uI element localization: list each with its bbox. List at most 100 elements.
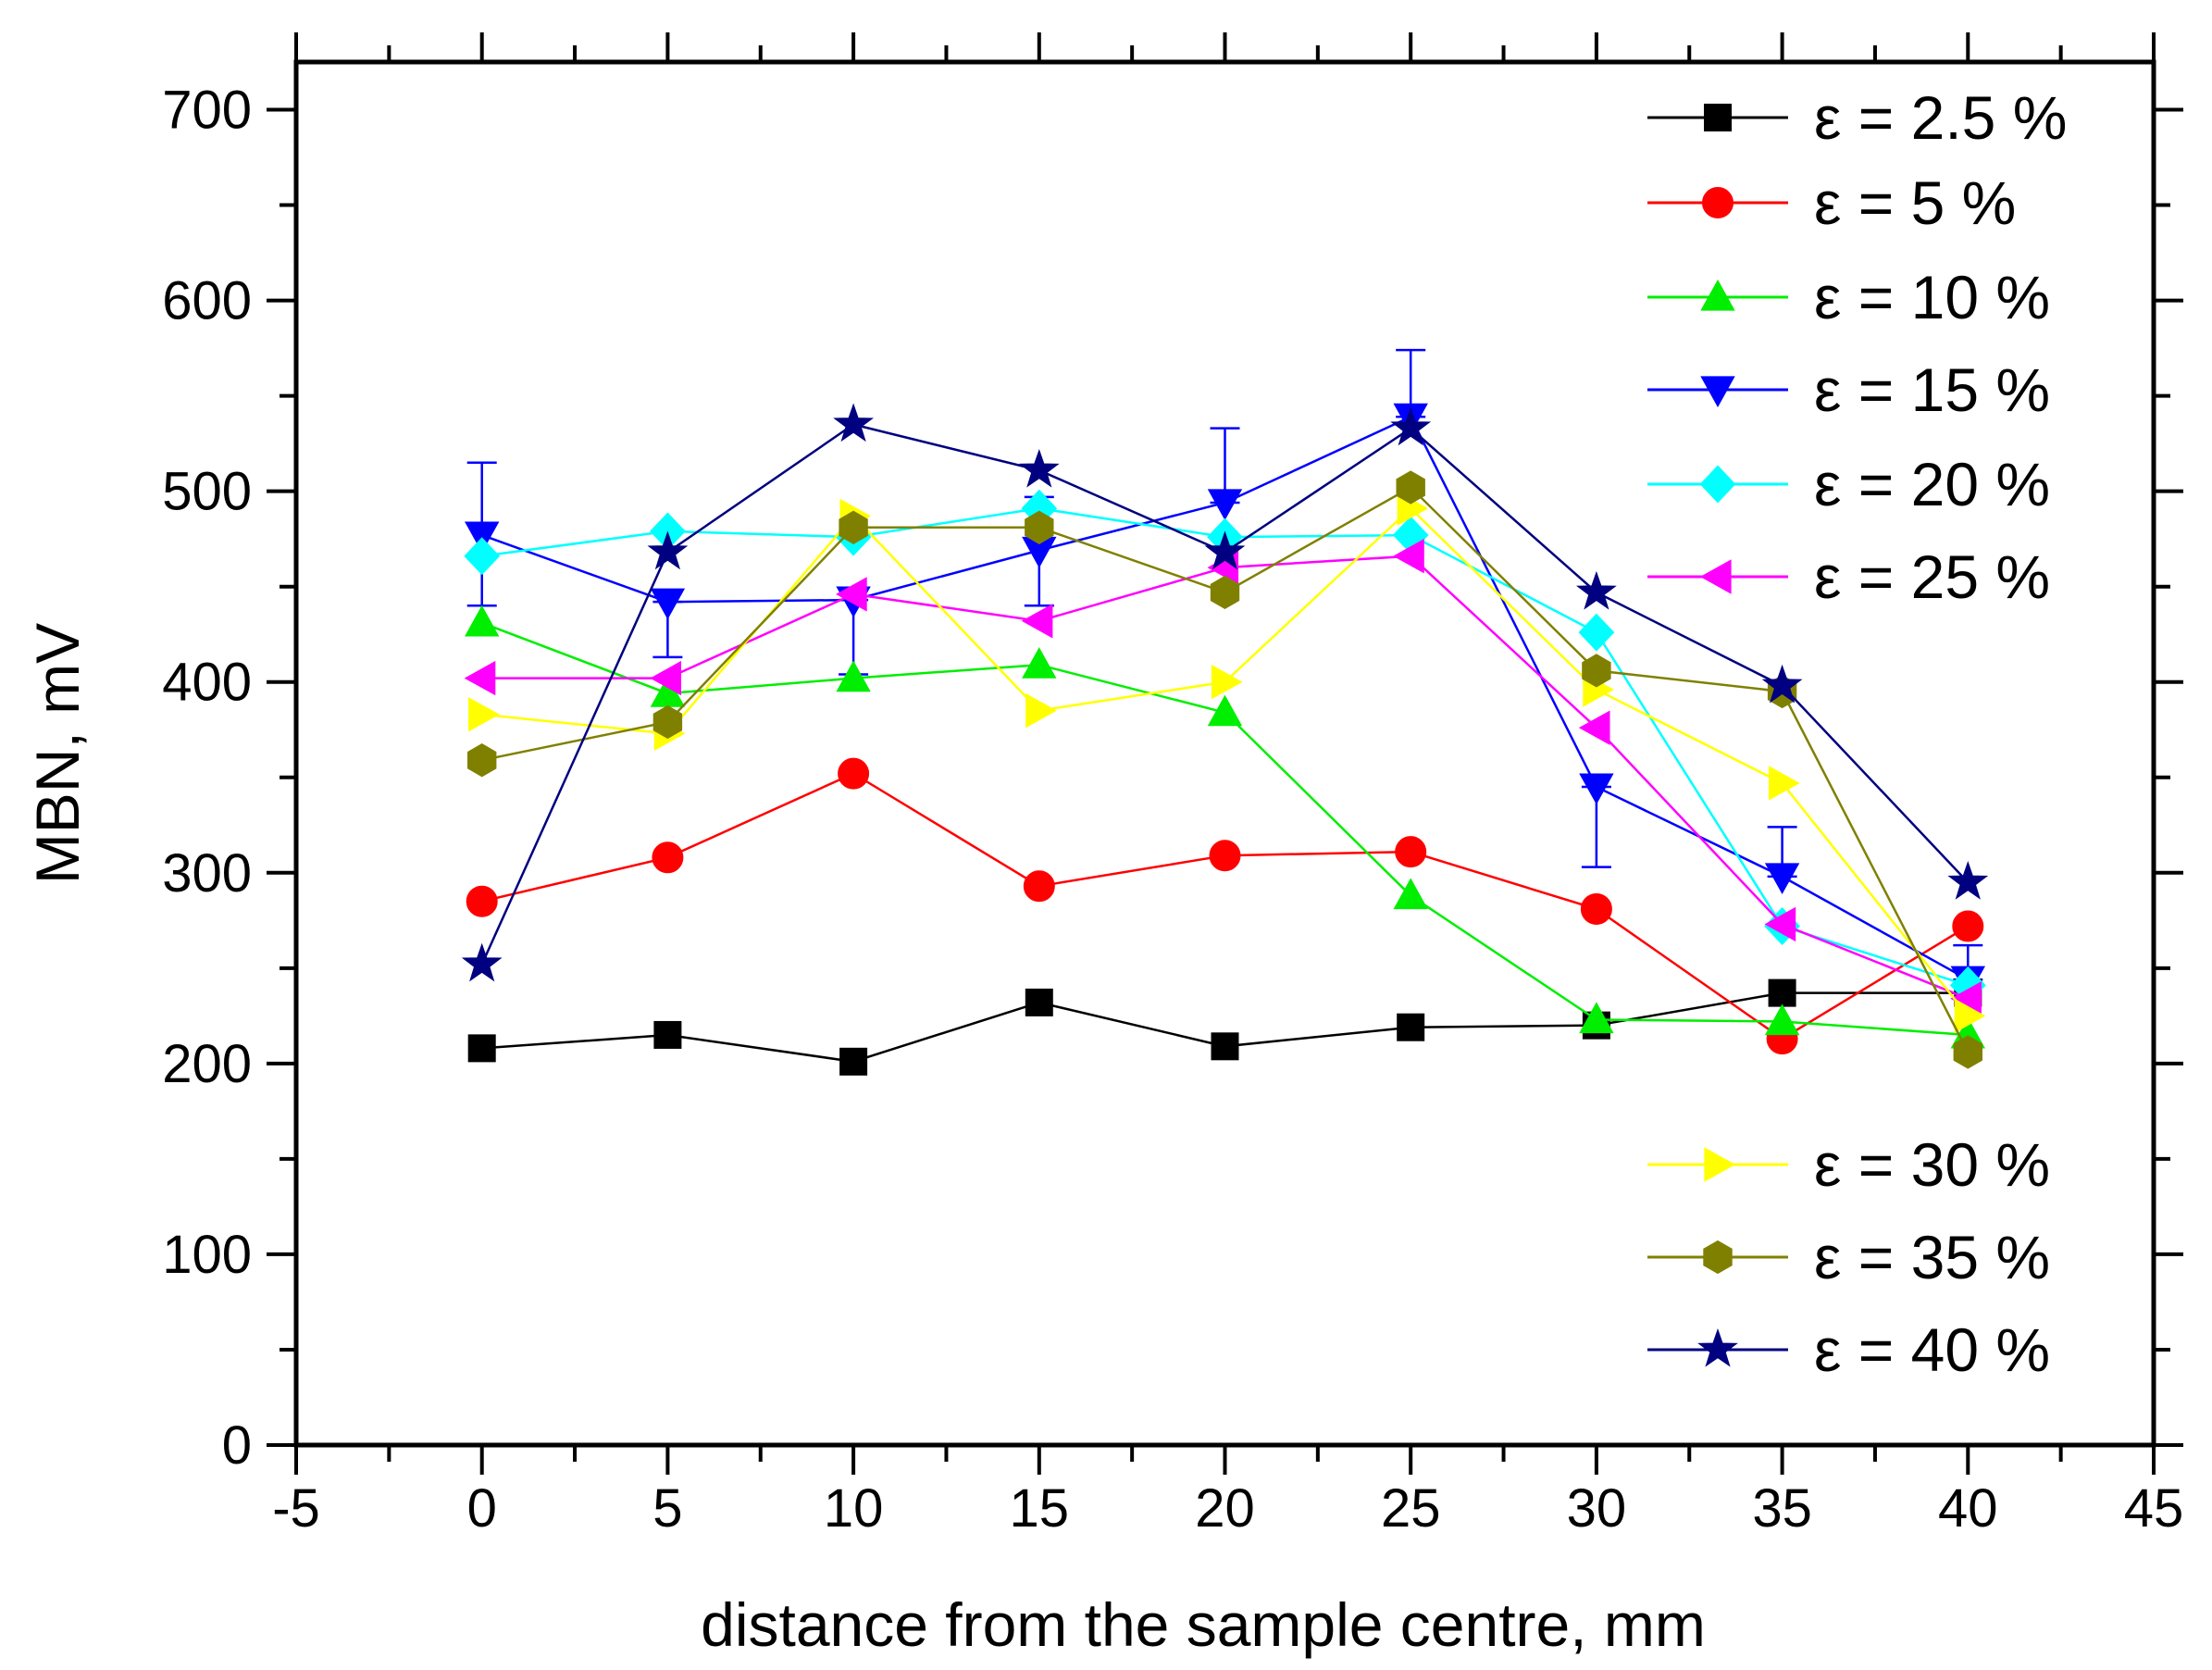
legend-marker <box>1699 559 1732 594</box>
data-point <box>1396 470 1425 505</box>
axis-ticks <box>267 32 2183 1475</box>
x-tick-label: 35 <box>1752 1478 1812 1539</box>
data-point <box>1023 870 1055 903</box>
legend-entry: ε = 35 % <box>1647 1223 2050 1291</box>
y-tick-labels: 0 100 200 300 400 500 600 700 <box>162 81 252 1476</box>
data-point <box>464 537 501 576</box>
legend-marker <box>1702 187 1734 218</box>
series-line <box>481 555 1969 1000</box>
series-6 <box>464 539 1982 1016</box>
data-point <box>1397 1013 1425 1041</box>
legend-label: ε = 40 % <box>1814 1315 2050 1384</box>
data-point <box>1393 878 1428 910</box>
data-point <box>653 1020 682 1049</box>
data-point <box>836 660 871 692</box>
legend-label: ε = 30 % <box>1814 1130 2050 1199</box>
legend-marker <box>1700 376 1735 408</box>
legend-marker <box>1699 465 1736 504</box>
data-point <box>1768 978 1796 1007</box>
data-point <box>1953 1035 1982 1069</box>
legend-marker <box>1700 279 1735 311</box>
data-point <box>652 704 683 740</box>
data-point <box>1390 406 1432 446</box>
data-point <box>1210 575 1240 610</box>
legend-entry: ε = 5 % <box>1647 168 2016 237</box>
data-point <box>461 942 503 982</box>
legend: ε = 2.5 % ε = 5 % ε = 10 % ε = 15 % ε = 20 %… <box>1647 83 2067 1384</box>
x-tick-label: 5 <box>652 1478 682 1539</box>
x-tick-label: 10 <box>824 1478 884 1539</box>
legend-marker <box>1697 1327 1738 1367</box>
legend-entry: ε = 20 % <box>1647 450 2050 518</box>
y-tick-label: 500 <box>162 462 252 522</box>
data-point <box>464 660 496 696</box>
data-point <box>465 521 500 554</box>
legend-label: ε = 10 % <box>1814 263 2050 331</box>
y-tick-label: 300 <box>162 843 252 904</box>
data-point <box>1209 840 1241 872</box>
data-point <box>1207 694 1243 727</box>
data-point <box>468 697 500 732</box>
legend-marker <box>1703 1240 1733 1275</box>
series-9 <box>461 403 1989 982</box>
data-point <box>467 1034 496 1063</box>
data-point <box>1582 654 1611 688</box>
data-point <box>1954 998 1986 1034</box>
data-point <box>1947 861 1989 900</box>
data-point <box>1764 863 1800 894</box>
x-tick-label: 40 <box>1938 1478 1998 1539</box>
legend-label: ε = 15 % <box>1814 355 2050 424</box>
data-point <box>1580 892 1612 925</box>
y-tick-label: 200 <box>162 1034 252 1094</box>
data-point <box>1393 539 1424 574</box>
data-point <box>1211 665 1243 700</box>
legend-entry: ε = 15 % <box>1647 355 2050 424</box>
data-point <box>1764 1003 1800 1036</box>
x-tick-label: 20 <box>1195 1478 1255 1539</box>
data-point <box>839 510 868 544</box>
x-tick-label: -5 <box>272 1478 320 1539</box>
data-point <box>1578 613 1615 652</box>
y-tick-label: 0 <box>222 1415 252 1476</box>
data-point <box>1021 604 1053 639</box>
data-point <box>839 1047 868 1076</box>
legend-entry: ε = 10 % <box>1647 263 2050 331</box>
data-point <box>1211 1032 1239 1061</box>
data-point <box>466 885 498 917</box>
data-point <box>1575 570 1617 610</box>
legend-label: ε = 25 % <box>1814 542 2050 611</box>
data-point <box>647 530 689 570</box>
legend-marker <box>1704 104 1732 131</box>
data-point <box>1952 910 1984 942</box>
data-point <box>1018 448 1060 488</box>
data-point <box>1204 530 1246 570</box>
data-point <box>836 577 867 612</box>
series-8 <box>467 470 1982 1069</box>
x-tick-labels: -5 0 5 10 15 20 25 30 35 40 45 <box>272 1478 2183 1539</box>
x-tick-label: 0 <box>467 1478 497 1539</box>
series-layer <box>461 403 1989 1076</box>
legend-label: ε = 2.5 % <box>1814 83 2067 152</box>
x-tick-label: 15 <box>1010 1478 1070 1539</box>
y-tick-label: 400 <box>162 653 252 713</box>
data-point <box>650 660 681 696</box>
data-point <box>1025 692 1057 729</box>
data-point <box>465 604 500 637</box>
data-point <box>1578 710 1610 745</box>
data-point <box>1579 773 1614 805</box>
data-point <box>1025 988 1053 1016</box>
data-point <box>1025 510 1054 544</box>
legend-label: ε = 35 % <box>1814 1223 2050 1291</box>
data-point <box>1764 906 1796 942</box>
data-point <box>1579 1002 1614 1034</box>
data-point <box>1022 647 1057 679</box>
legend-entry: ε = 30 % <box>1647 1130 2050 1199</box>
series-2 <box>466 757 1984 1055</box>
x-tick-label: 45 <box>2124 1478 2184 1539</box>
legend-entry: ε = 2.5 % <box>1647 83 2067 152</box>
data-point <box>1761 664 1803 704</box>
data-point <box>467 743 497 778</box>
data-point <box>1207 489 1243 521</box>
y-tick-label: 700 <box>162 81 252 141</box>
